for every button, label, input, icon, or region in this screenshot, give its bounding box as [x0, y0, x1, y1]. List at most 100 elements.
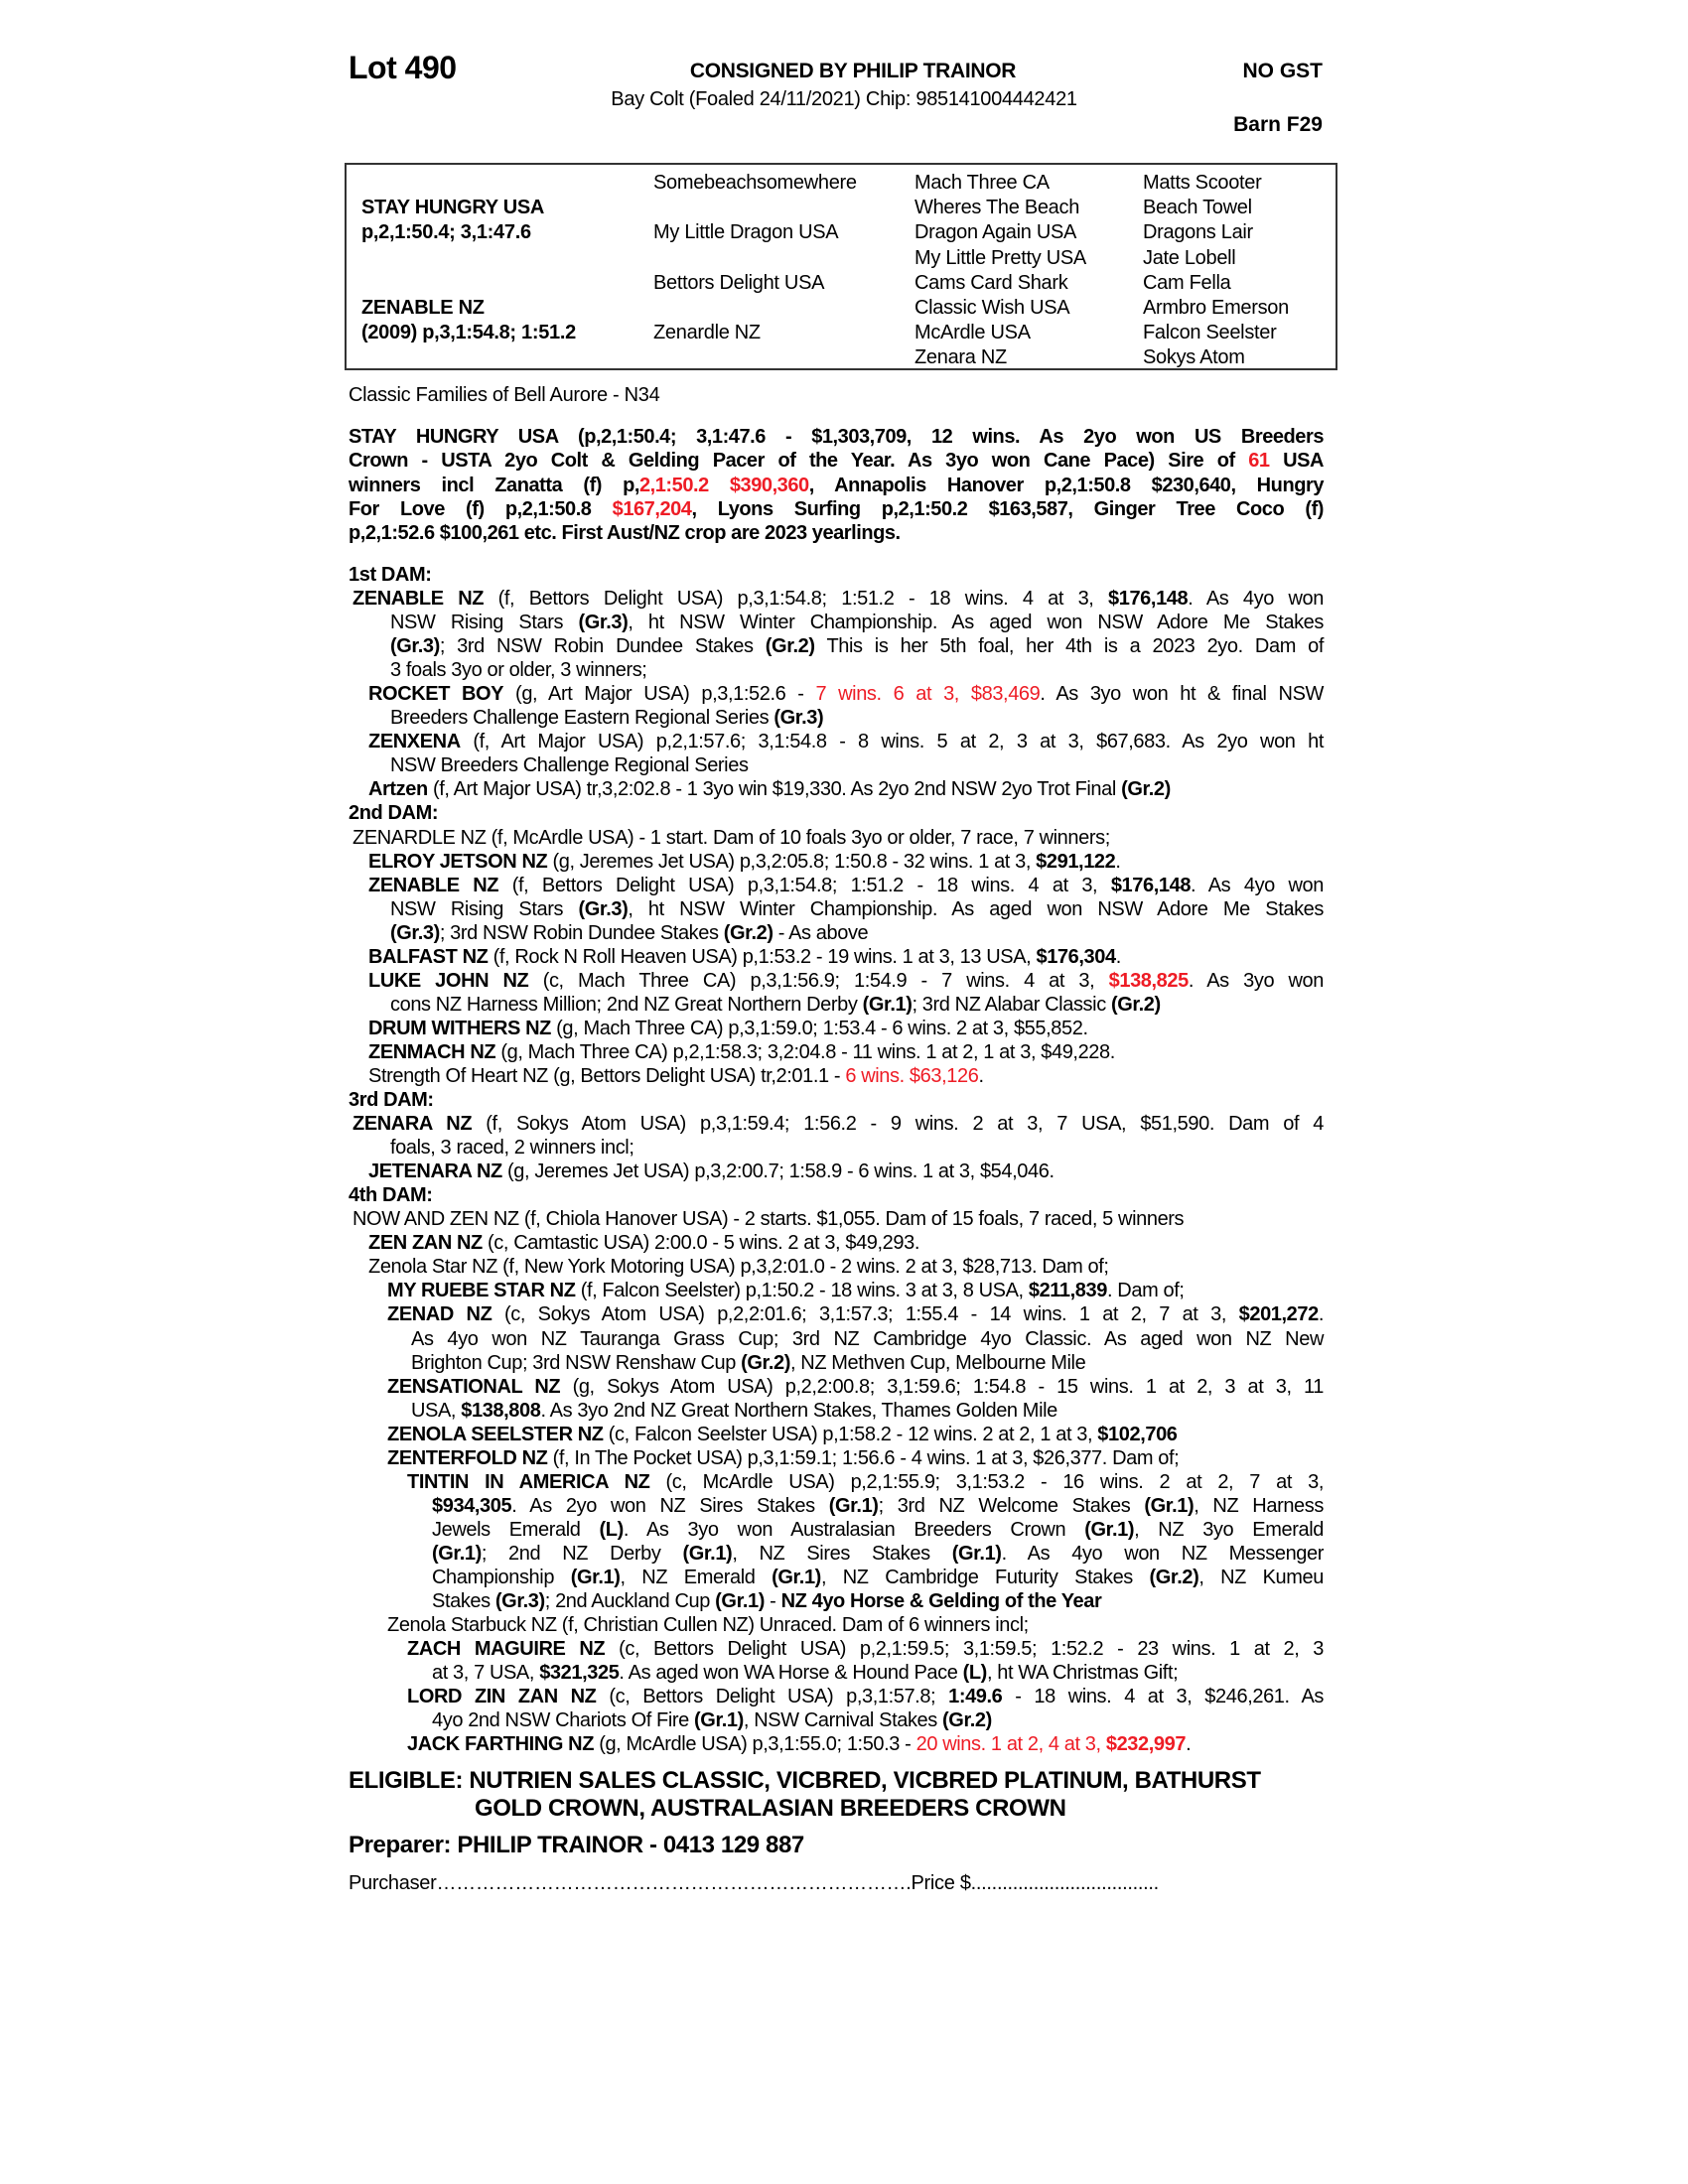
bold-text: 2nd DAM:	[349, 802, 439, 825]
dam-heading: 4th DAM:	[349, 1183, 1324, 1207]
text-line: Strength Of Heart NZ (g, Bettors Delight…	[349, 1064, 1324, 1088]
pedigree-entry: LUKE JOHN NZ (c, Mach Three CA) p,3,1:56…	[349, 969, 1324, 1017]
text: foals, 3 raced, 2 winners incl;	[390, 1137, 634, 1160]
text: ; 3rd NZ Welcome Stakes	[878, 1494, 1145, 1517]
text: (f, Bettors Delight USA) p,3,1:54.8; 1:5…	[484, 588, 1109, 611]
pedigree-entry: ZENABLE NZ (f, Bettors Delight USA) p,3,…	[349, 874, 1324, 945]
bold-text: ELROY JETSON NZ	[368, 850, 548, 873]
text: . As 4yo won NZ Messenger	[1001, 1542, 1325, 1565]
text: , NZ Emerald	[620, 1566, 773, 1588]
text: , ht NSW Winter Championship. As aged wo…	[628, 612, 1324, 634]
bold-text: ZENSATIONAL NZ	[387, 1375, 561, 1398]
text: , ht WA Christmas Gift;	[986, 1662, 1179, 1685]
pedigree-entry: ZEN ZAN NZ (c, Camtastic USA) 2:00.0 - 5…	[349, 1231, 1324, 1255]
text: STAY HUNGRY USA (p,2,1:50.4; 3,1:47.6 - …	[349, 426, 1324, 448]
text-line: 4th DAM:	[349, 1183, 1324, 1207]
text-line: ZENSATIONAL NZ (g, Sokys Atom USA) p,2,2…	[349, 1375, 1324, 1399]
text-line: 3 foals 3yo or older, 3 winners;	[349, 658, 1324, 682]
text-line: Zenola Starbuck NZ (f, Christian Cullen …	[349, 1613, 1324, 1637]
pedigree-entry: MY RUEBE STAR NZ (f, Falcon Seelster) p,…	[349, 1279, 1324, 1302]
bold-text: $176,148	[1108, 588, 1189, 611]
text-line: winners incl Zanatta (f) p,2,1:50.2 $390…	[349, 474, 1324, 497]
text: As 4yo won NZ Tauranga Grass Cup; 3rd NZ…	[411, 1327, 1324, 1350]
text-line: ZENABLE NZ (f, Bettors Delight USA) p,3,…	[349, 874, 1324, 897]
bold-text: (L)	[962, 1662, 988, 1685]
text: , NZ Kumeu	[1198, 1566, 1324, 1588]
text-line: p,2,1:52.6 $100,261 etc. First Aust/NZ c…	[349, 521, 1324, 545]
bold-text: (Gr.1)	[1084, 1518, 1135, 1541]
text-line: BALFAST NZ (f, Rock N Roll Heaven USA) p…	[349, 945, 1324, 969]
text-line: Championship (Gr.1), NZ Emerald (Gr.1), …	[349, 1566, 1324, 1589]
pedigree-entry: ZENARA NZ (f, Sokys Atom USA) p,3,1:59.4…	[349, 1112, 1324, 1160]
bold-text: 1:49.6	[948, 1686, 1003, 1708]
bold-text: (Gr.2)	[1149, 1566, 1199, 1588]
eligibility: ELIGIBLE: NUTRIEN SALES CLASSIC, VICBRED…	[349, 1767, 1327, 1823]
bold-text: MY RUEBE STAR NZ	[387, 1280, 576, 1302]
text-line: (Gr.1); 2nd NZ Derby (Gr.1), NZ Sires St…	[349, 1542, 1324, 1566]
pedigree-entry: Zenola Starbuck NZ (f, Christian Cullen …	[349, 1613, 1324, 1637]
text-line: ZENAD NZ (c, Sokys Atom USA) p,2,2:01.6;…	[349, 1302, 1324, 1326]
pedigree-entry: BALFAST NZ (f, Rock N Roll Heaven USA) p…	[349, 945, 1324, 969]
text-line: STAY HUNGRY USA (p,2,1:50.4; 3,1:47.6 - …	[349, 425, 1324, 449]
pedigree-entry: ROCKET BOY (g, Art Major USA) p,3,1:52.6…	[349, 682, 1324, 730]
text: (g, Jeremes Jet USA) p,3,2:00.7; 1:58.9 …	[501, 1160, 1055, 1183]
text: . As 3yo won Australasian Breeders Crown	[623, 1518, 1085, 1541]
bold-text: 3rd DAM:	[349, 1089, 434, 1112]
text-line: ZENMACH NZ (g, Mach Three CA) p,2,1:58.3…	[349, 1040, 1324, 1064]
ancestor-gen2: Bettors Delight USA	[653, 271, 825, 294]
text-line: ROCKET BOY (g, Art Major USA) p,3,1:52.6…	[349, 682, 1324, 706]
pedigree-entry: ELROY JETSON NZ (g, Jeremes Jet USA) p,3…	[349, 850, 1324, 874]
bold-text: (Gr.2)	[741, 1351, 790, 1374]
text-line: JACK FARTHING NZ (g, McArdle USA) p,3,1:…	[349, 1732, 1324, 1756]
text: Brighton Cup; 3rd NSW Renshaw Cup	[411, 1351, 742, 1374]
preparer: Preparer: PHILIP TRAINOR - 0413 129 887	[349, 1832, 804, 1858]
pedigree-entry: JETENARA NZ (g, Jeremes Jet USA) p,3,2:0…	[349, 1160, 1324, 1183]
dam-name: ZENABLE NZ	[361, 297, 485, 319]
purchaser-price-line: Purchaser……………………………………………………………….Price …	[349, 1872, 1159, 1894]
pedigree-entry: ZENTERFOLD NZ (f, In The Pocket USA) p,3…	[349, 1446, 1324, 1470]
ancestor-gen4: Dragons Lair	[1143, 221, 1253, 244]
text: cons NZ Harness Million; 2nd NZ Great No…	[390, 993, 863, 1016]
text: (c, Sokys Atom USA) p,2,2:01.6; 3,1:57.3…	[492, 1303, 1239, 1326]
text: , NSW Carnival Stakes	[743, 1709, 943, 1732]
bold-text: (Gr.1)	[862, 993, 913, 1016]
highlight-text: 61	[1248, 450, 1270, 473]
bold-text: (Gr.2)	[942, 1709, 992, 1732]
bold-text: LORD ZIN ZAN NZ	[407, 1686, 597, 1708]
bold-text: 4th DAM:	[349, 1184, 433, 1207]
text: Jewels Emerald	[432, 1518, 600, 1541]
pedigree-entry: LORD ZIN ZAN NZ (c, Bettors Delight USA)…	[349, 1685, 1324, 1732]
ancestor-gen3: Cams Card Shark	[914, 271, 1068, 294]
dam-heading: 3rd DAM:	[349, 1088, 1324, 1112]
sire-name: STAY HUNGRY USA	[361, 197, 545, 219]
pedigree-entry: ZENSATIONAL NZ (g, Sokys Atom USA) p,2,2…	[349, 1375, 1324, 1423]
text-line: As 4yo won NZ Tauranga Grass Cup; 3rd NZ…	[349, 1327, 1324, 1351]
barn-location: Barn F29	[1233, 113, 1323, 136]
bold-text: ZACH MAGUIRE NZ	[407, 1638, 606, 1661]
bold-text: (Gr.2)	[765, 635, 815, 658]
text: (f, Falcon Seelster) p,1:50.2 - 18 wins.…	[575, 1280, 1029, 1302]
ancestor-gen4: Matts Scooter	[1143, 172, 1262, 194]
text: at 3, 7 USA,	[432, 1662, 540, 1685]
text-line: 2nd DAM:	[349, 801, 1324, 825]
bold-text: Artzen	[368, 778, 428, 801]
text: NOW AND ZEN NZ (f, Chiola Hanover USA) -…	[352, 1208, 1185, 1231]
bold-text: DRUM WITHERS NZ	[368, 1017, 551, 1039]
highlight-text: $138,825	[1108, 969, 1190, 992]
bold-text: (Gr.1)	[715, 1590, 766, 1613]
text: .	[1115, 945, 1122, 968]
ancestor-gen3: My Little Pretty USA	[914, 246, 1086, 269]
ancestor-gen4: Armbro Emerson	[1143, 297, 1289, 319]
text-line: 1st DAM:	[349, 563, 1324, 587]
text: ZENARDLE NZ (f, McArdle USA) - 1 start. …	[352, 826, 1110, 849]
bold-text: ZENMACH NZ	[368, 1040, 496, 1063]
text-line: NOW AND ZEN NZ (f, Chiola Hanover USA) -…	[349, 1207, 1324, 1231]
bold-text: (Gr.2)	[1110, 993, 1161, 1016]
ancestor-gen3: Dragon Again USA	[914, 221, 1077, 244]
bold-text: (Gr.1)	[694, 1709, 744, 1732]
text: Zenola Starbuck NZ (f, Christian Cullen …	[387, 1614, 1029, 1637]
bold-text: BALFAST NZ	[368, 945, 489, 968]
bold-text: (Gr.1)	[682, 1542, 733, 1565]
text: ; 3rd NSW Robin Dundee Stakes	[439, 921, 724, 944]
text: , NZ 3yo Emerald	[1134, 1518, 1324, 1541]
